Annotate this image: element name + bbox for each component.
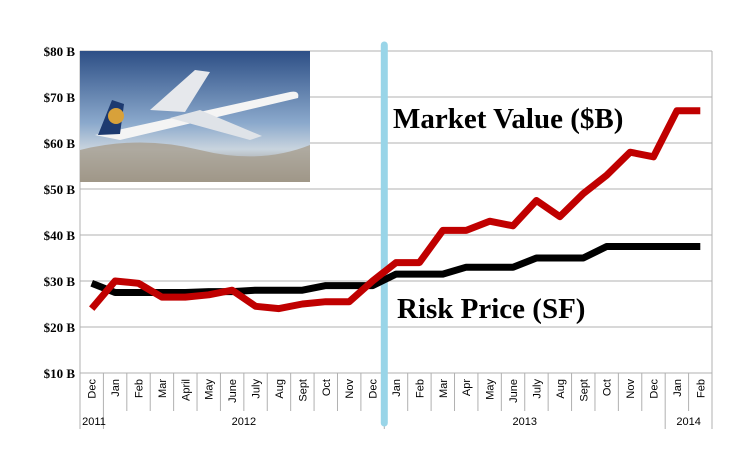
x-tick-label: Oct	[602, 379, 614, 396]
y-tick-label: $70 B	[44, 90, 76, 105]
airplane-logo-image	[108, 108, 124, 124]
x-tick-label: Nov	[344, 379, 356, 399]
x-tick-label: June	[227, 379, 239, 403]
y-tick-label: $20 B	[44, 320, 76, 335]
x-tick-label: Dec	[648, 379, 660, 399]
x-tick-label: Mar	[157, 379, 169, 398]
x-tick-label: Apr	[461, 379, 473, 396]
x-tick-label: Jan	[391, 379, 403, 397]
x-tick-label: July	[251, 379, 263, 399]
year-label: 2011	[82, 416, 106, 428]
y-tick-label: $40 B	[44, 228, 76, 243]
mountains-image	[80, 142, 310, 182]
x-tick-label: April	[180, 379, 192, 401]
year-label: 2013	[512, 416, 536, 428]
y-tick-label: $60 B	[44, 136, 76, 151]
annotation-risk-price: Risk Price (SF)	[397, 293, 585, 325]
x-tick-label: Nov	[625, 379, 637, 399]
y-tick-label: $10 B	[44, 366, 76, 381]
x-tick-label: Aug	[274, 379, 286, 399]
airplane-wing-image	[170, 110, 262, 140]
year-label: 2012	[232, 416, 256, 428]
x-tick-label: Jan	[110, 379, 122, 397]
year-label: 2014	[676, 416, 700, 428]
x-tick-label: Feb	[134, 379, 146, 398]
x-tick-label: Oct	[321, 379, 333, 396]
annotation-market-value: Market Value ($B)	[393, 103, 623, 135]
x-tick-label: Feb	[414, 379, 426, 398]
x-tick-label: June	[508, 379, 520, 403]
y-tick-label: $50 B	[44, 182, 76, 197]
x-tick-label: Jan	[672, 379, 684, 397]
x-tick-label: May	[485, 379, 497, 400]
x-tick-label: July	[531, 379, 543, 399]
x-tick-label: Aug	[555, 379, 567, 399]
x-tick-label: Mar	[438, 379, 450, 398]
y-tick-label: $80 B	[44, 44, 76, 59]
x-tick-label: Dec	[368, 379, 380, 399]
x-tick-label: May	[204, 379, 216, 400]
x-tick-label: Feb	[695, 379, 707, 398]
x-tick-label: Dec	[87, 379, 99, 399]
x-tick-label: Sept	[578, 379, 590, 402]
x-tick-label: Sept	[297, 379, 309, 402]
y-tick-label: $30 B	[44, 274, 76, 289]
series-line	[90, 243, 701, 296]
airplane-wing-image	[150, 70, 210, 112]
